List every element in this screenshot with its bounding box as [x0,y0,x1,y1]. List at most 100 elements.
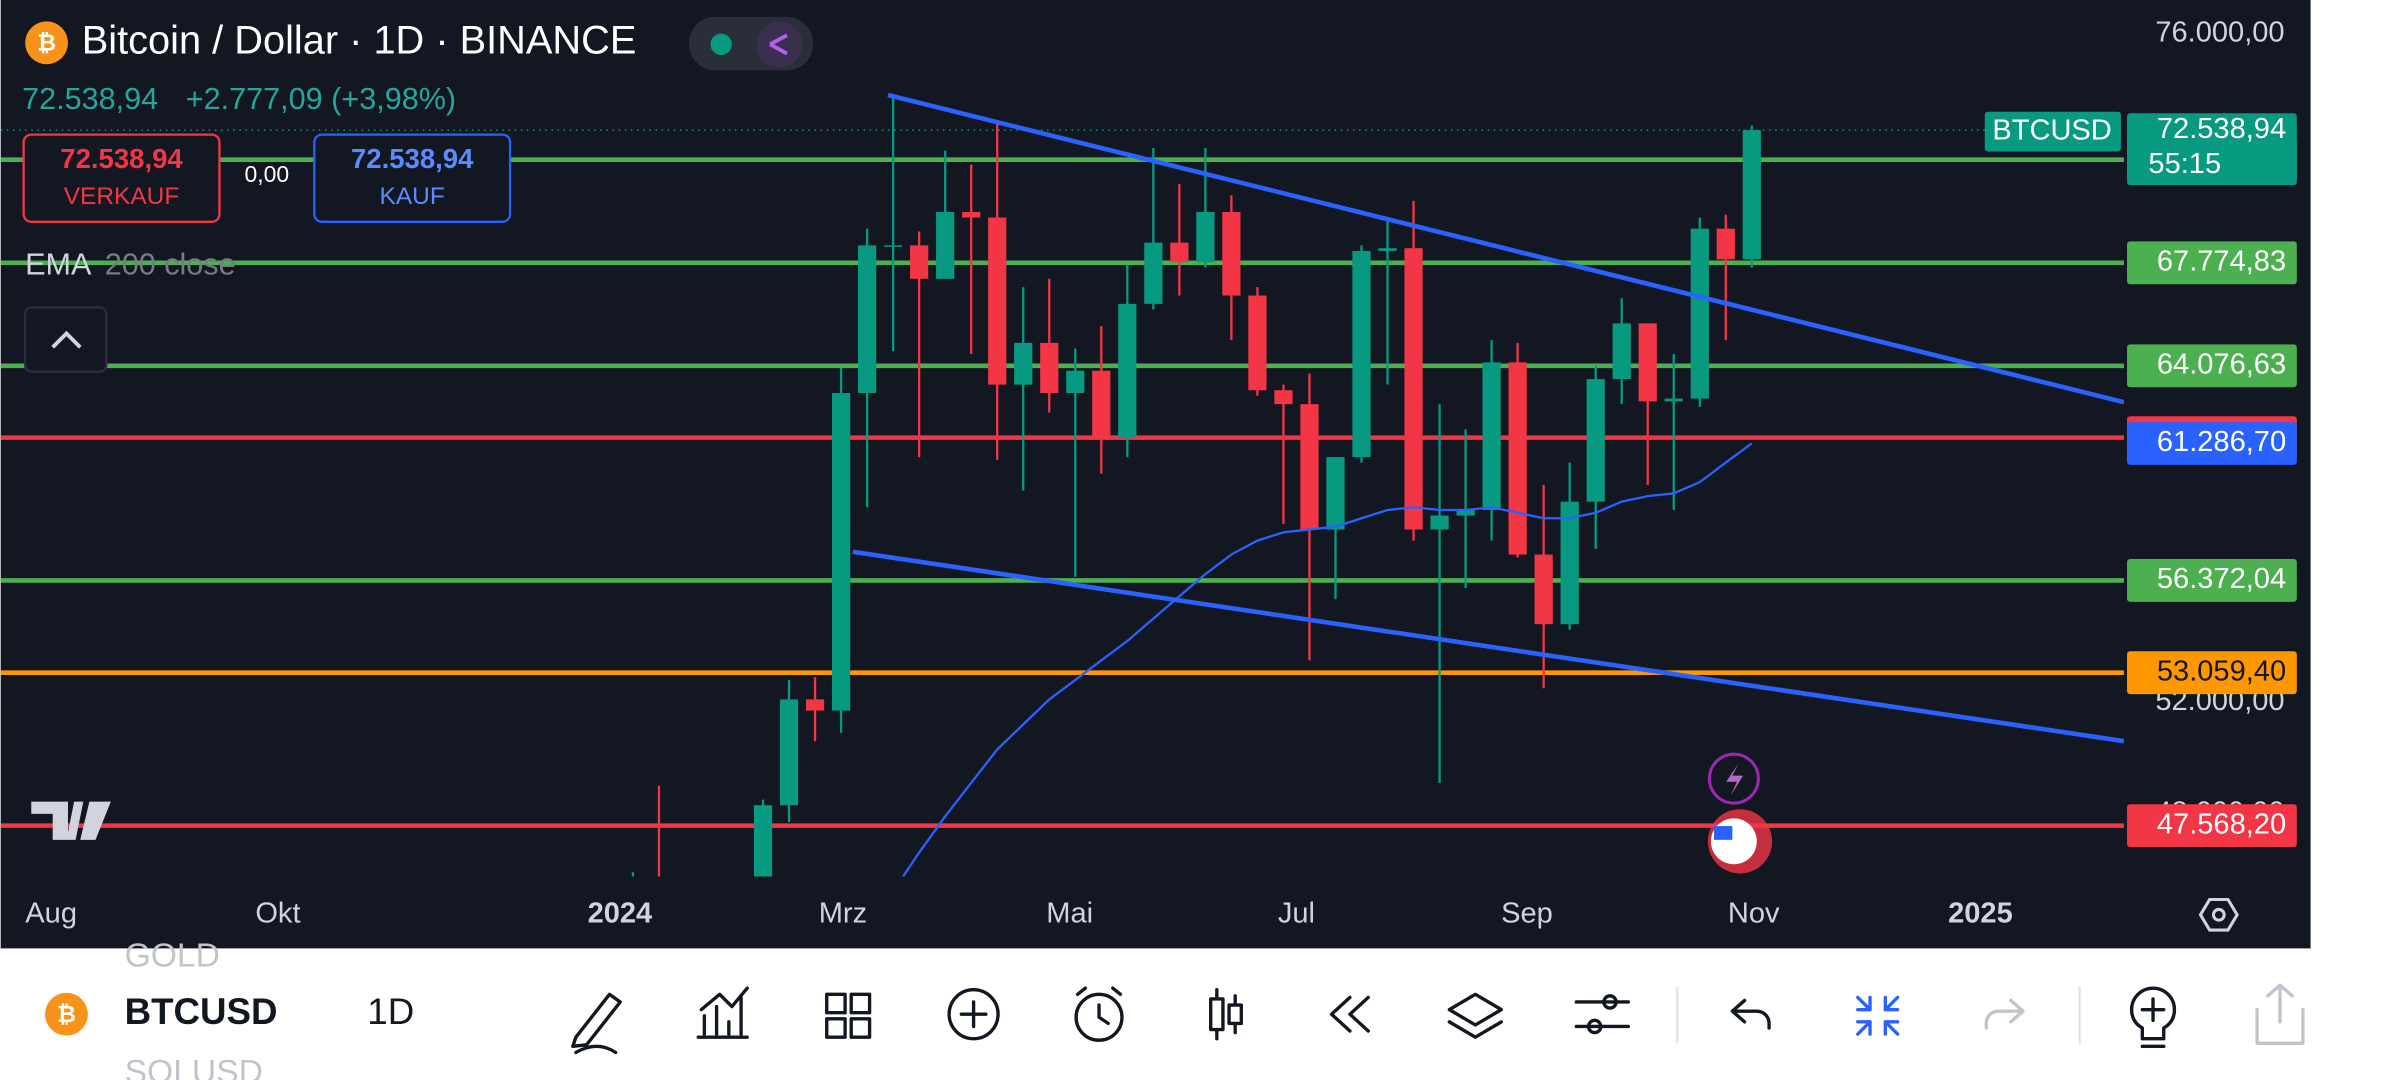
redo-tool[interactable] [1984,998,2025,1030]
price-change: +2.777,09 (+3,98%) [186,82,456,116]
candle-body [753,805,773,877]
chart-type-tool[interactable] [1209,988,1243,1041]
x-tick-label: Sep [1501,897,1553,929]
level-tag-label: 47.568,20 [2157,808,2286,840]
candle-body [1690,228,1709,399]
indicator-params[interactable]: 200 close [105,247,236,281]
spread: 0,00 [245,161,290,187]
settings-dot [2211,907,2226,922]
draw-tool[interactable] [571,992,622,1055]
candle-body [1248,295,1267,391]
candle-body [1170,242,1189,263]
level-tag-label: 53.059,40 [2157,655,2286,687]
countdown: 55:15 [2148,148,2221,180]
settings-icon[interactable] [2198,897,2239,932]
share-button[interactable] [756,21,803,68]
toolbar-coin-icon [45,992,88,1036]
share-tool[interactable] [2255,983,2305,1045]
sell-button[interactable] [22,133,221,223]
price-axis: 76.000,0052.000,0048.000,0071.476,2667.7… [1984,16,2297,848]
symbol-below[interactable]: SOLUSD [125,1054,263,1080]
candle-body [1118,303,1137,438]
candle-body [1638,323,1657,402]
toolbar-coin-glyph: ₿ [57,1001,76,1027]
y-tick-label: 76.000,00 [2155,16,2284,48]
layers-tool[interactable] [1447,992,1504,1039]
indicator-tool[interactable] [696,986,749,1039]
level-tag-label: 67.774,83 [2157,245,2286,277]
coin-icon [25,21,68,65]
candle-body [1300,404,1319,530]
x-tick-label: Mrz [819,897,867,929]
candle-body [805,699,825,711]
candle-body [910,245,929,279]
candle-body [1612,323,1631,380]
toolbar-symbol[interactable]: BTCUSD [125,991,278,1032]
candle-body [857,245,877,394]
replay-tool[interactable] [1329,995,1370,1033]
collapse-button[interactable] [24,306,108,373]
ema-tag-box [2127,422,2297,465]
candle-body [1534,554,1553,625]
level-tag-box [2127,651,2297,695]
candle-body [1014,342,1033,385]
candle-body [779,699,799,806]
x-tick-label: Jul [1278,897,1315,929]
undo-tool[interactable] [1730,998,1771,1030]
candle-body [1508,362,1527,555]
settings-tool[interactable] [1574,994,1631,1035]
candle-body [1040,342,1059,394]
level-tag-box [2127,804,2297,848]
coin-glyph: ₿ [37,29,56,55]
candle-body [1092,370,1111,438]
x-tick-label: Nov [1728,897,1780,929]
price-tag-label: 72.538,94 [2157,113,2286,145]
candle-body [1404,248,1423,530]
toolbar-interval[interactable]: 1D [367,991,414,1032]
share-icon [769,33,788,56]
lightning [1726,763,1744,796]
candle-body [884,245,903,247]
x-tick-label: Okt [255,897,300,929]
level-tag-label: 64.076,63 [2157,348,2286,380]
candle-body [1066,370,1085,394]
candle-body [1430,515,1449,530]
last-price: 72.538,94 [22,82,158,116]
status-dot [710,33,732,56]
candle-body [1352,250,1371,458]
add-tool[interactable] [947,988,1000,1041]
x-tick-label: Mai [1046,897,1093,929]
trend-line [887,92,2124,405]
symbol-above[interactable]: GOLD [125,938,220,975]
flag-canton [1713,826,1733,840]
candle-body [1456,509,1475,516]
fullscreen-tool[interactable] [1856,995,1900,1036]
level-tag-box [2127,558,2297,602]
buy-label: KAUF [380,183,445,210]
candle-body [1586,379,1605,502]
candle-body [1144,242,1163,304]
toolbar [0,948,2400,1080]
symbol-title[interactable]: Bitcoin / Dollar · 1D · BINANCE [82,18,637,62]
buy-button[interactable] [313,133,512,223]
candle-body [936,211,955,279]
layout-tool[interactable] [825,992,872,1039]
indicator-name[interactable]: EMA [25,247,92,281]
candle-body [962,211,981,218]
ideas-tool[interactable] [2129,986,2177,1049]
candle-body [1716,228,1735,260]
candle-body [1196,211,1215,263]
symbol-tag: BTCUSD [1992,114,2111,146]
candle-body [1378,248,1397,251]
tv-logo [31,801,111,840]
candle-body [1560,501,1579,625]
candle-body [831,393,851,711]
candle-body [1326,457,1345,530]
alert-tool[interactable] [1074,986,1124,1042]
ema-tag-label: 61.286,70 [2157,426,2286,458]
toolbar-icons [571,983,2305,1055]
trend-line [852,549,2124,744]
flag-icon [1710,818,1757,865]
level-tag-box [2127,344,2297,388]
